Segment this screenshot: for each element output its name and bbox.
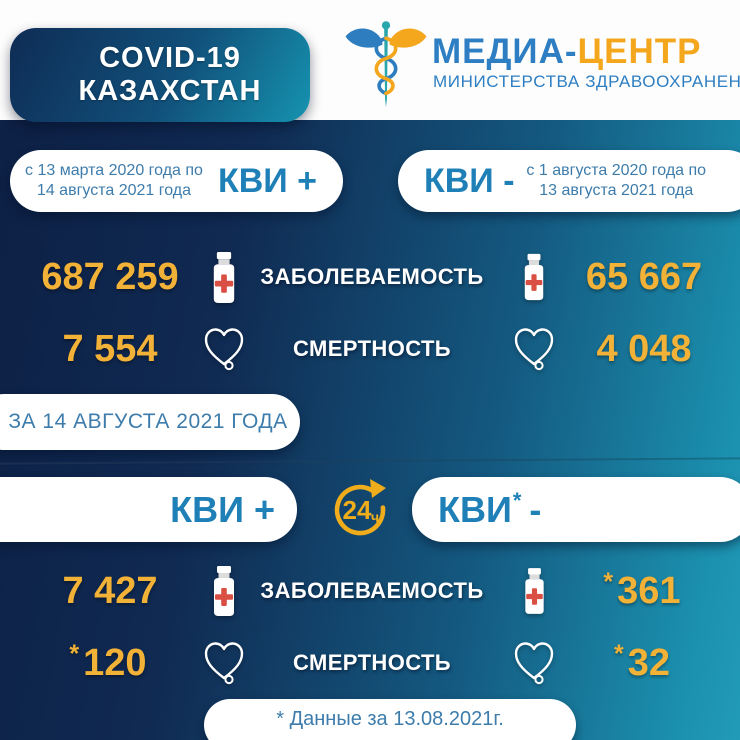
stats-row-cumulative-cases: 687 259 ЗАБОЛЕВАЕМОСТЬ 65 667 bbox=[0, 246, 740, 308]
logo-subtitle: МИНИСТЕРСТВА ЗДРАВООХРАНЕНИЯ РК bbox=[433, 72, 740, 91]
kvi-minus-deaths-value: 4 048 bbox=[596, 327, 692, 370]
logo-title-media: МЕДИА- bbox=[432, 32, 578, 71]
asterisk-superscript: * bbox=[512, 488, 522, 513]
daily-deaths-metric-label: СМЕРТНОСТЬ bbox=[292, 650, 451, 675]
daily-cases-metric-label: ЗАБОЛЕВАЕМОСТЬ bbox=[260, 578, 484, 603]
medicine-bottle-icon bbox=[202, 560, 246, 622]
covid-title-line2: КАЗАХСТАН bbox=[78, 75, 262, 107]
medicine-bottle-icon bbox=[512, 560, 556, 622]
deaths-metric-label: СМЕРТНОСТЬ bbox=[292, 336, 451, 361]
24h-unit: ч bbox=[371, 509, 379, 525]
heart-health-icon bbox=[512, 318, 556, 380]
kvi-minus-period: с 1 августа 2020 года по 13 августа 2021… bbox=[526, 161, 707, 199]
heart-health-icon bbox=[202, 632, 246, 694]
stats-row-daily-deaths: * 120 СМЕРТНОСТЬ * 32 bbox=[0, 632, 740, 694]
daily-kvi-minus-pill: КВИ* - bbox=[412, 477, 740, 542]
covid-title-badge: COVID-19 КАЗАХСТАН bbox=[10, 28, 310, 122]
daily-date-banner: ЗА 14 АВГУСТА 2021 ГОДА bbox=[0, 394, 300, 450]
kvi-plus-cases-value: 687 259 bbox=[41, 255, 179, 298]
daily-kvi-plus-pill: КВИ + bbox=[0, 477, 297, 542]
medicine-bottle-icon bbox=[512, 246, 556, 308]
kvi-plus-period: с 13 марта 2020 года по 14 августа 2021 … bbox=[25, 161, 203, 199]
kvi-minus-cases-value: 65 667 bbox=[585, 255, 703, 298]
medicine-bottle-icon bbox=[202, 246, 246, 308]
daily-kvi-minus-cases-value: * 361 bbox=[603, 567, 681, 612]
kvi-minus-period-pill: КВИ - с 1 августа 2020 года по 13 август… bbox=[398, 150, 740, 212]
daily-kvi-plus-label: КВИ + bbox=[170, 488, 275, 530]
covid-title-line1: COVID-19 bbox=[99, 41, 241, 74]
kvi-plus-label: КВИ + bbox=[217, 161, 317, 200]
heart-health-icon bbox=[512, 632, 556, 694]
24-hours-icon: 24 ч bbox=[334, 479, 386, 536]
heart-health-icon bbox=[202, 318, 246, 380]
daily-kvi-plus-deaths-value: * 120 bbox=[69, 639, 147, 684]
daily-kvi-minus-label: КВИ* - bbox=[438, 488, 542, 530]
logo-title: МЕДИА-ЦЕНТР bbox=[432, 32, 732, 72]
kvi-plus-period-pill: с 13 марта 2020 года по 14 августа 2021 … bbox=[10, 150, 343, 212]
stats-row-daily-cases: 7 427 ЗАБОЛЕВАЕМОСТЬ * 361 bbox=[0, 560, 740, 622]
24h-number: 24 bbox=[343, 495, 372, 525]
stats-row-cumulative-deaths: 7 554 СМЕРТНОСТЬ 4 048 bbox=[0, 318, 740, 380]
daily-kvi-plus-cases-value: 7 427 bbox=[62, 569, 158, 612]
footnote-text: * Данные за 13.08.2021г. bbox=[276, 708, 504, 730]
cases-metric-label: ЗАБОЛЕВАЕМОСТЬ bbox=[260, 264, 484, 289]
header: МЕДИА-ЦЕНТР МИНИСТЕРСТВА ЗДРАВООХРАНЕНИЯ… bbox=[0, 0, 740, 122]
logo-title-center: ЦЕНТР bbox=[577, 32, 702, 71]
kvi-plus-deaths-value: 7 554 bbox=[62, 327, 158, 370]
daily-kvi-minus-deaths-value: * 32 bbox=[613, 639, 670, 684]
kvi-minus-label: КВИ - bbox=[424, 161, 515, 200]
daily-date-text: ЗА 14 АВГУСТА 2021 ГОДА bbox=[8, 410, 288, 433]
caduceus-icon bbox=[345, 21, 427, 108]
footnote-pill: * Данные за 13.08.2021г. bbox=[204, 699, 576, 740]
